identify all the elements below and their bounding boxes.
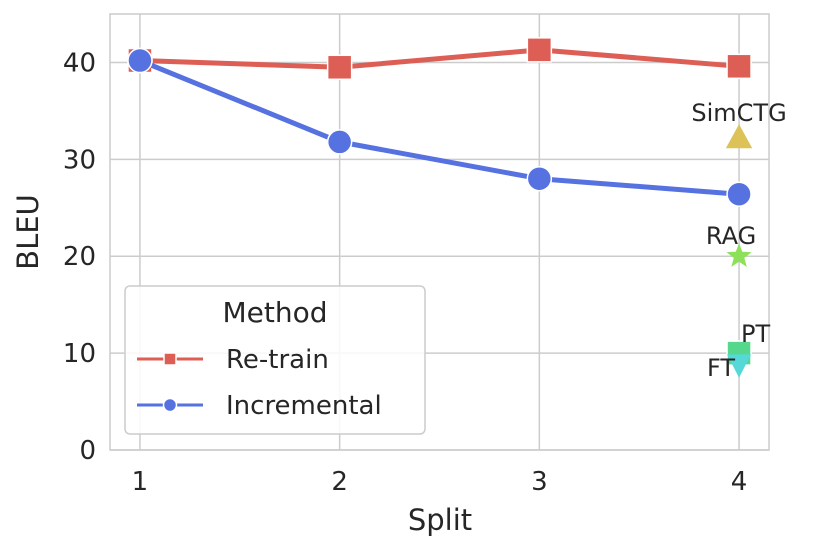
data-point	[326, 129, 353, 155]
x-tick-label: 2	[331, 467, 348, 497]
annotation-marker	[725, 124, 753, 149]
y-tick-label: 10	[63, 339, 96, 369]
legend-entries: Re-train Incremental	[137, 345, 382, 421]
data-point	[526, 165, 553, 192]
annotation-label: RAG	[706, 222, 756, 250]
legend: Method Re-train Incremental	[124, 285, 426, 435]
annotation-marker	[726, 243, 752, 267]
y-tick-label: 20	[63, 242, 96, 272]
legend-title: Method	[222, 296, 327, 329]
x-tick-label: 4	[731, 467, 748, 497]
legend-box	[124, 285, 426, 435]
legend-label: Re-train	[226, 345, 329, 375]
data-point	[726, 181, 752, 207]
y-tick-label: 0	[79, 436, 96, 466]
series-line	[137, 47, 742, 70]
x-tick-labels: 1 2 3 4	[132, 467, 748, 497]
x-tick-label: 1	[132, 467, 149, 497]
legend-marker	[162, 397, 178, 413]
x-tick-label: 3	[531, 467, 548, 497]
series-line	[137, 58, 742, 197]
y-axis-label: BLEU	[11, 194, 45, 270]
data-point	[326, 54, 353, 81]
annotation-marker	[727, 354, 752, 378]
legend-label: Incremental	[226, 391, 382, 421]
y-tick-label: 30	[63, 145, 96, 175]
annotation-label: FT	[707, 354, 735, 382]
annotation-label: PT	[741, 320, 770, 348]
data-point	[526, 37, 553, 63]
annotation-label: SimCTG	[691, 99, 786, 127]
legend-marker	[163, 352, 177, 366]
y-tick-labels: 0 10 20 30 40	[63, 48, 96, 466]
series-lines	[127, 37, 752, 207]
data-point	[127, 47, 153, 74]
y-tick-label: 40	[63, 48, 96, 78]
data-point	[726, 53, 752, 80]
x-axis-label: Split	[408, 503, 472, 537]
